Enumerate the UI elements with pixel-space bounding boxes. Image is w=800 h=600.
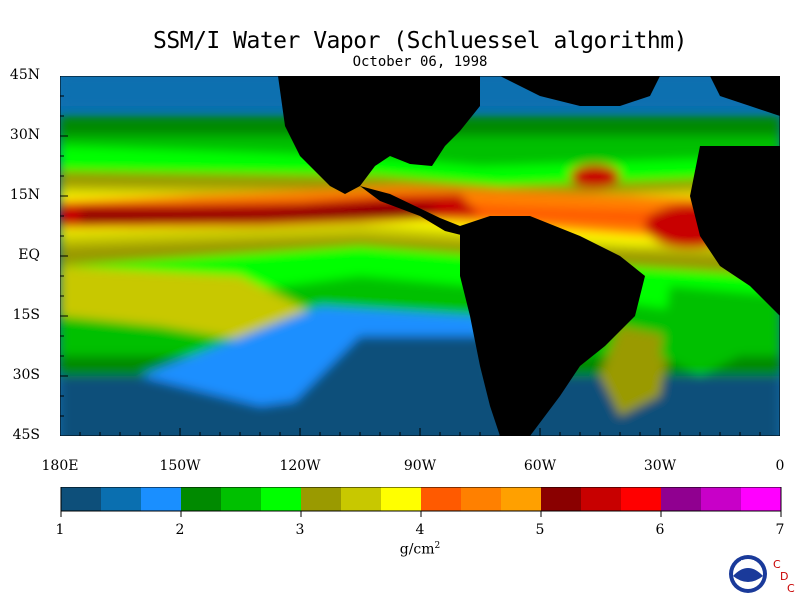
logo-letter-c1: C <box>773 558 781 571</box>
logo-agency: NOAA <box>741 560 756 566</box>
lon-label: 180E <box>41 458 79 474</box>
colorbar-swatch <box>61 487 102 511</box>
colorbar-tick-label: 2 <box>175 522 185 538</box>
lon-label: 120W <box>279 458 321 474</box>
lat-label: 15S <box>12 307 40 323</box>
lat-label: 15N <box>9 187 40 203</box>
colorbar-swatch <box>661 487 702 511</box>
colorbar-tick-label: 1 <box>55 522 65 538</box>
colorbar-swatch <box>541 487 582 511</box>
noaa-cdc-logo: NOAA C D C <box>729 555 795 595</box>
colorbar-swatch <box>461 487 502 511</box>
colorbar-swatch <box>581 487 622 511</box>
colorbar-swatch <box>381 487 422 511</box>
colorbar-swatch <box>141 487 182 511</box>
lat-label: 30S <box>12 367 40 383</box>
colorbar-tick-label: 3 <box>295 522 305 538</box>
lat-label: 30N <box>9 127 40 143</box>
colorbar <box>60 487 782 517</box>
lon-label: 60W <box>523 458 557 474</box>
colorbar-swatch <box>701 487 742 511</box>
colorbar-tick-label: 4 <box>415 522 425 538</box>
colorbar-swatch <box>261 487 302 511</box>
colorbar-swatch <box>621 487 662 511</box>
logo-letter-c2: C <box>787 582 795 595</box>
water-vapor-map <box>60 76 780 436</box>
map-title: SSM/I Water Vapor (Schluessel algorithm) <box>153 28 687 54</box>
colorbar-swatch <box>301 487 342 511</box>
colorbar-swatch <box>181 487 222 511</box>
lon-label: 30W <box>643 458 677 474</box>
colorbar-tick-label: 6 <box>655 522 665 538</box>
lat-label: 45S <box>12 427 40 443</box>
lon-label: 0 <box>775 458 785 474</box>
colorbar-tick-label: 5 <box>535 522 545 538</box>
lon-label: 90W <box>403 458 437 474</box>
lon-label: 150W <box>159 458 201 474</box>
units-label: g/cm2 <box>399 541 441 558</box>
logo-letter-d: D <box>780 570 788 583</box>
colorbar-tick-label: 7 <box>775 522 785 538</box>
map-date: October 06, 1998 <box>352 54 488 70</box>
colorbar-swatch <box>101 487 142 511</box>
colorbar-swatch <box>741 487 782 511</box>
lat-label: 45N <box>9 67 40 83</box>
colorbar-swatch <box>341 487 382 511</box>
colorbar-swatch <box>501 487 542 511</box>
land-masses <box>278 76 780 436</box>
colorbar-swatch <box>221 487 262 511</box>
colorbar-swatch <box>421 487 462 511</box>
lat-label: EQ <box>18 247 40 263</box>
